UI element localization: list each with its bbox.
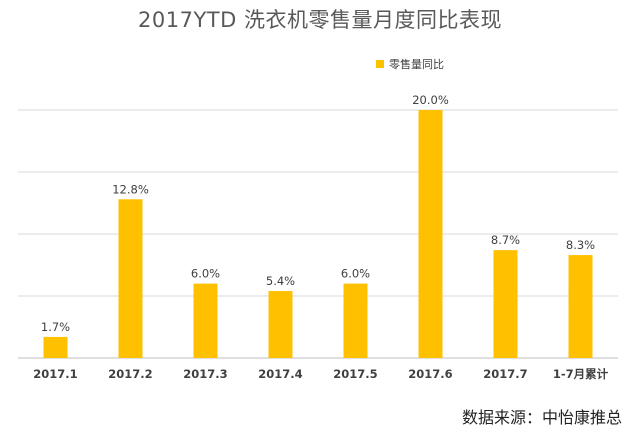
source-note: 数据来源：中怡康推总 [461,408,622,427]
data-label: 8.7% [491,233,520,247]
data-label: 6.0% [191,267,220,281]
bar [493,250,518,358]
bar [268,291,293,358]
x-tick-label: 2017.4 [258,367,302,381]
bar [568,255,593,358]
bar [193,283,218,358]
data-label: 5.4% [266,274,295,288]
x-tick-label: 1-7月累计 [553,367,609,381]
data-label: 6.0% [341,267,370,281]
data-label: 12.8% [112,182,149,196]
bar-chart: 1.7% 2017.1 12.8% 2017.2 6.0% 2017.3 5.4% 2017.… [18,57,618,381]
data-label: 8.3% [566,238,595,252]
bar [43,336,68,358]
x-tick-label: 2017.6 [408,367,452,381]
legend-label: 零售量同比 [389,57,444,71]
x-tick-label: 2017.3 [183,367,227,381]
x-tick-label: 2017.1 [33,367,77,381]
chart-title: 2017YTD 洗衣机零售量月度同比表现 [138,8,502,32]
x-tick-label: 2017.5 [333,367,377,381]
bar [118,199,143,358]
bar [343,283,368,358]
legend-swatch [376,60,384,68]
x-tick-label: 2017.2 [108,367,152,381]
data-label: 20.0% [412,93,449,107]
data-label: 1.7% [41,320,70,334]
bar [418,110,443,358]
x-tick-label: 2017.7 [483,367,527,381]
